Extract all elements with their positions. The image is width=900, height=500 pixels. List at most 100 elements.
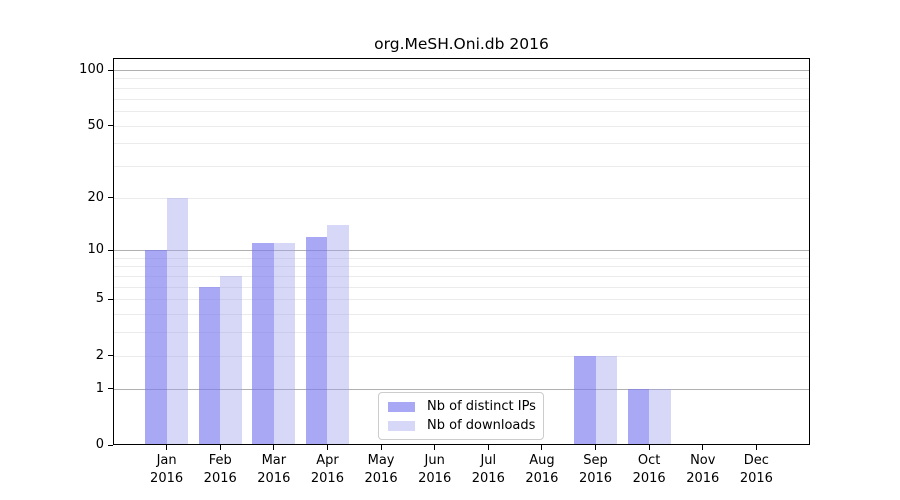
legend-swatch-distinct-ips — [388, 401, 415, 412]
x-tick-label-mar: Mar 2016 — [247, 452, 301, 488]
x-tick-label-year: 2016 — [418, 470, 452, 486]
y-gridline-major — [113, 388, 810, 390]
bar-distinct-ips-oct — [627, 388, 650, 445]
bar-distinct-ips-sep — [574, 355, 596, 445]
x-tick-label-jan: Jan 2016 — [140, 452, 194, 488]
y-tick-label-10: 10 — [87, 242, 104, 258]
y-tick-label-100: 100 — [79, 62, 104, 77]
x-tick-jan — [166, 445, 168, 450]
y-gridline-minor — [113, 299, 810, 301]
bar-distinct-ips-apr — [306, 236, 328, 445]
bar-downloads-oct — [649, 388, 671, 445]
x-tick-apr — [326, 445, 328, 450]
bar-distinct-ips-mar — [252, 243, 274, 445]
x-tick-feb — [219, 445, 221, 450]
y-tick-label-2: 2 — [95, 347, 104, 363]
legend: Nb of distinct IPs Nb of downloads — [378, 392, 544, 440]
x-tick-label-month: Dec — [743, 453, 769, 468]
y-gridline-minor — [113, 197, 810, 199]
bar-distinct-ips-feb — [198, 286, 221, 445]
x-tick-label-feb: Feb 2016 — [193, 452, 247, 488]
y-tick-20 — [108, 197, 113, 199]
x-tick-label-month: Sep — [583, 453, 608, 468]
y-gridline-minor — [113, 165, 810, 167]
y-tick-label-20: 20 — [87, 189, 104, 205]
y-gridline-minor — [113, 332, 810, 334]
x-tick-label-sep: Sep 2016 — [569, 452, 623, 488]
x-tick-label-aug: Aug 2016 — [515, 452, 569, 488]
bar-downloads-feb — [220, 276, 242, 445]
y-tick-label-50: 50 — [87, 117, 104, 133]
x-tick-dec — [755, 445, 757, 450]
x-tick-label-year: 2016 — [578, 470, 613, 486]
x-tick-label-oct: Oct 2016 — [622, 452, 676, 488]
y-gridline-minor — [113, 125, 810, 127]
x-tick-label-month: Apr — [316, 453, 339, 468]
y-gridline-major — [113, 70, 810, 71]
x-tick-label-month: Oct — [637, 453, 661, 468]
chart-title: org.MeSH.Oni.db 2016 — [374, 35, 549, 53]
legend-label-downloads: Nb of downloads — [427, 418, 536, 433]
y-tick-10 — [108, 249, 113, 251]
y-gridline-minor — [113, 78, 810, 80]
y-gridline-minor — [113, 276, 810, 278]
x-tick-label-month: Jun — [424, 453, 445, 468]
y-tick-100 — [108, 69, 113, 71]
legend-label-distinct-ips: Nb of distinct IPs — [427, 399, 536, 414]
x-tick-oct — [648, 445, 650, 450]
legend-item-distinct-ips: Nb of distinct IPs — [388, 397, 536, 416]
x-tick-jul — [487, 445, 489, 450]
bar-downloads-sep — [595, 355, 617, 445]
x-tick-label-month: Jan — [156, 453, 177, 468]
bar-downloads-apr — [327, 224, 349, 445]
x-tick-label-may: May 2016 — [354, 452, 408, 488]
bar-distinct-ips-jan — [145, 250, 167, 445]
x-tick-label-year: 2016 — [364, 470, 398, 486]
x-tick-label-month: Nov — [690, 453, 716, 468]
x-tick-label-apr: Apr 2016 — [301, 452, 355, 488]
y-tick-2 — [108, 355, 113, 357]
x-tick-label-year: 2016 — [150, 470, 184, 486]
y-gridline-minor — [113, 286, 810, 288]
y-tick-label-1: 1 — [95, 380, 104, 396]
bar-downloads-mar — [273, 243, 296, 445]
y-tick-label-0: 0 — [95, 437, 104, 452]
y-gridline-minor — [113, 143, 810, 145]
x-tick-label-year: 2016 — [739, 470, 773, 486]
y-gridline-major — [113, 250, 810, 252]
x-tick-sep — [595, 445, 597, 450]
x-tick-aug — [541, 445, 543, 450]
y-tick-0 — [108, 444, 113, 446]
x-tick-label-jun: Jun 2016 — [408, 452, 462, 488]
y-gridline-minor — [113, 314, 810, 316]
y-gridline-minor — [113, 266, 810, 268]
y-tick-label-5: 5 — [95, 291, 104, 307]
x-tick-nov — [702, 445, 704, 450]
x-tick-label-month: May — [367, 453, 395, 468]
x-tick-label-year: 2016 — [257, 470, 291, 486]
x-tick-jun — [434, 445, 436, 450]
x-tick-mar — [273, 445, 275, 450]
y-gridline-minor — [113, 257, 810, 259]
x-tick-label-nov: Nov 2016 — [676, 452, 730, 488]
legend-swatch-downloads — [388, 420, 415, 431]
y-gridline-minor — [113, 110, 810, 112]
plot-area: Jan 2016 Feb 2016 Mar 2016 Apr 2016 May 2016 Jun 20… — [79, 58, 810, 486]
x-tick-label-jul: Jul 2016 — [462, 452, 516, 488]
y-tick-1 — [108, 388, 113, 390]
x-tick-label-month: Jul — [480, 453, 497, 468]
y-gridline-minor — [113, 98, 810, 100]
y-tick-50 — [108, 125, 113, 127]
y-gridline-minor — [113, 355, 810, 357]
x-tick-label-year: 2016 — [203, 470, 237, 486]
x-tick-label-year: 2016 — [632, 470, 666, 486]
y-gridline-minor — [113, 87, 810, 89]
x-tick-label-year: 2016 — [471, 470, 505, 486]
x-tick-label-month: Feb — [208, 453, 232, 468]
legend-item-downloads: Nb of downloads — [388, 416, 536, 435]
x-tick-label-year: 2016 — [525, 470, 559, 486]
x-tick-may — [380, 445, 382, 450]
x-tick-label-year: 2016 — [310, 470, 344, 486]
x-tick-label-year: 2016 — [686, 470, 720, 486]
